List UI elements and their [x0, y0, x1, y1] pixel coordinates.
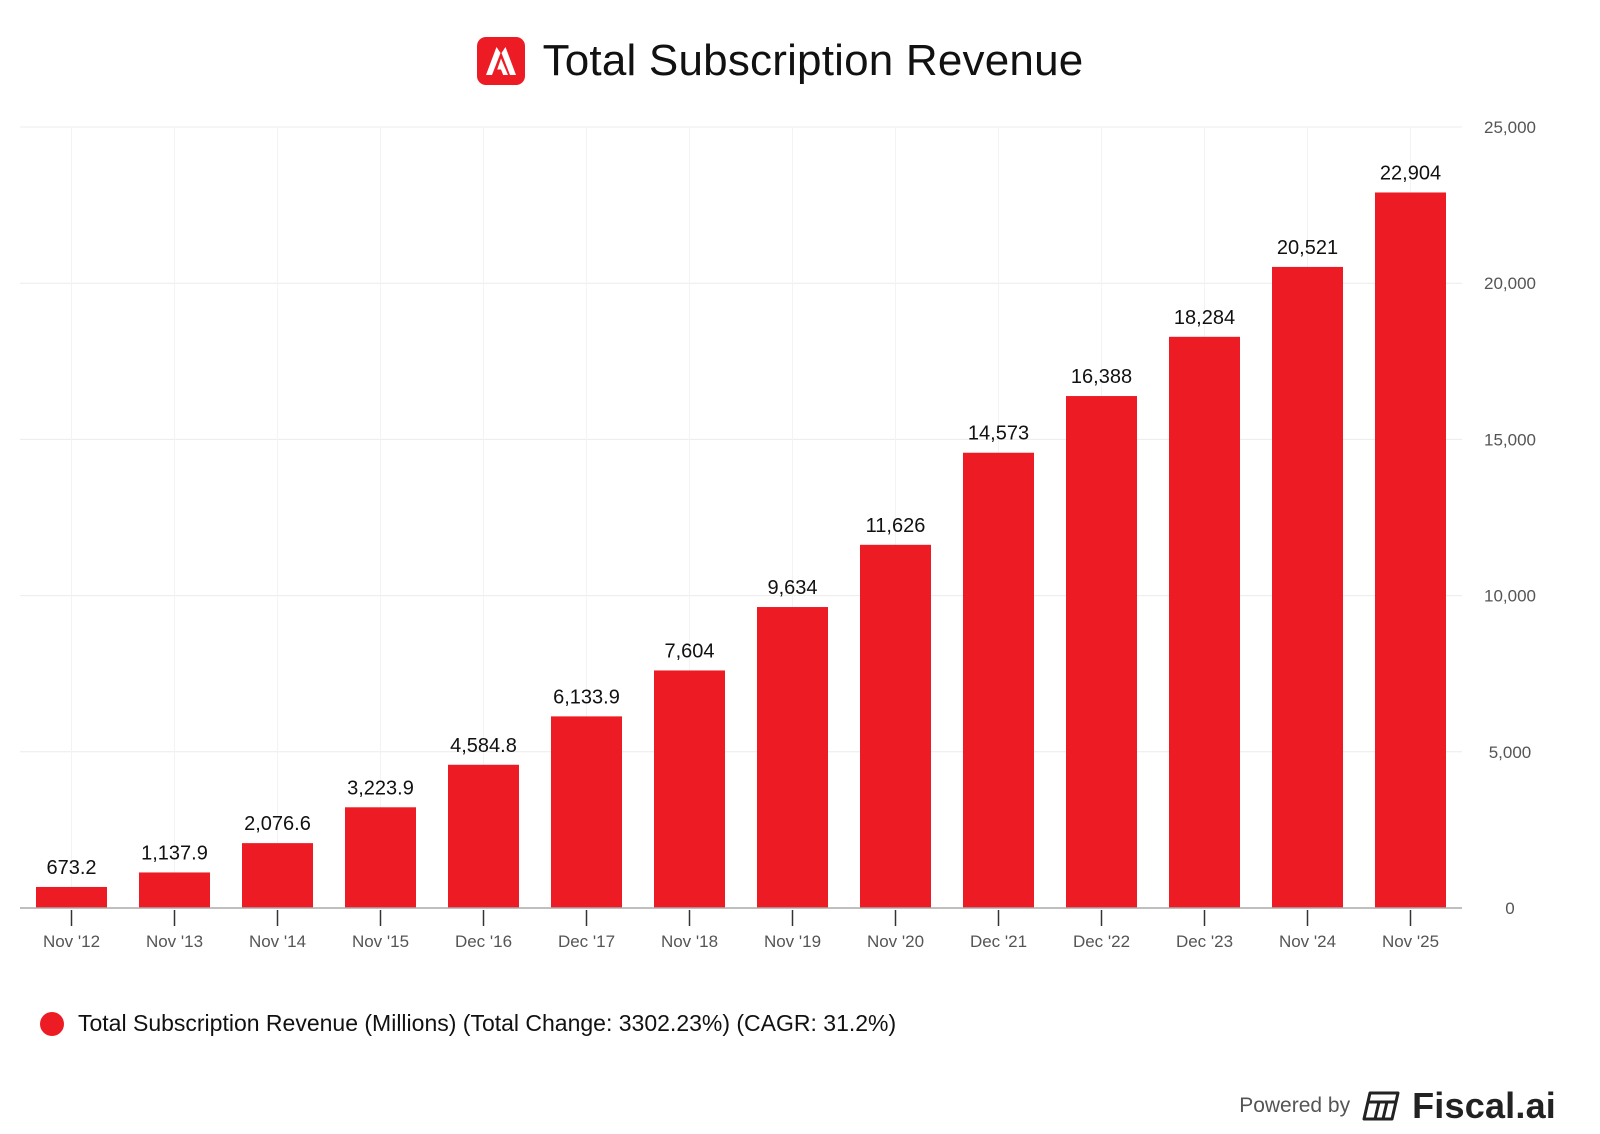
chart-header: Total Subscription Revenue — [0, 28, 1560, 94]
bar[interactable] — [654, 670, 725, 908]
powered-by-footer[interactable]: Powered by Fiscal.ai — [1239, 1085, 1556, 1127]
y-tick-label: 25,000 — [1484, 118, 1536, 137]
bar-value-label: 6,133.9 — [553, 686, 620, 708]
bar-value-label: 673.2 — [46, 857, 96, 879]
bar-value-label: 2,076.6 — [244, 813, 311, 835]
bar[interactable] — [139, 872, 210, 908]
bar-value-label: 16,388 — [1071, 366, 1132, 388]
bar[interactable] — [1169, 336, 1240, 908]
bar[interactable] — [345, 807, 416, 908]
x-tick-label: Nov '14 — [249, 932, 306, 951]
bar-value-label: 20,521 — [1277, 237, 1338, 259]
bar[interactable] — [1066, 396, 1137, 908]
bar[interactable] — [36, 886, 107, 908]
bar[interactable] — [448, 764, 519, 908]
y-tick-label: 15,000 — [1484, 430, 1536, 449]
fiscal-logo-icon — [1362, 1090, 1400, 1122]
bar-value-label: 7,604 — [664, 640, 714, 662]
x-tick-label: Nov '12 — [43, 932, 100, 951]
x-tick-label: Nov '24 — [1279, 932, 1336, 951]
adobe-logo-icon — [476, 37, 525, 85]
bar[interactable] — [860, 544, 931, 908]
x-tick-label: Dec '21 — [970, 932, 1027, 951]
bar-value-label: 22,904 — [1380, 162, 1441, 184]
legend-label[interactable]: Total Subscription Revenue (Millions) (T… — [78, 1010, 897, 1036]
x-tick-label: Nov '19 — [764, 932, 821, 951]
bar-value-label: 14,573 — [968, 423, 1029, 445]
x-tick-label: Nov '20 — [867, 932, 924, 951]
y-tick-label: 5,000 — [1489, 743, 1532, 762]
y-tick-label: 20,000 — [1484, 274, 1536, 293]
bar[interactable] — [1272, 266, 1343, 908]
bar-value-label: 9,634 — [767, 577, 817, 599]
bar[interactable] — [551, 716, 622, 908]
legend: Total Subscription Revenue (Millions) (T… — [40, 1010, 896, 1037]
bars: 673.2 1,137.9 2,076.6 3,223.9 4,584.8 6,133.9… — [36, 162, 1446, 909]
bar[interactable] — [757, 607, 828, 908]
x-tick-label: Dec '16 — [455, 932, 512, 951]
brand-name: Fiscal.ai — [1412, 1085, 1556, 1126]
x-tick-label: Nov '13 — [146, 932, 203, 951]
bar-chart: 673.2 1,137.9 2,076.6 3,223.9 4,584.8 6,133.9… — [20, 118, 1536, 951]
bar[interactable] — [1375, 192, 1446, 909]
bar-value-label: 3,223.9 — [347, 777, 414, 799]
x-tick-label: Dec '22 — [1073, 932, 1130, 951]
y-tick-label: 0 — [1505, 899, 1514, 918]
legend-marker[interactable] — [40, 1011, 64, 1036]
grid-lines — [20, 126, 1462, 908]
bar[interactable] — [963, 452, 1034, 908]
bar-value-label: 4,584.8 — [450, 735, 517, 757]
chart-title: Total Subscription Revenue — [542, 36, 1084, 85]
bar[interactable] — [242, 843, 313, 908]
bar-value-label: 11,626 — [866, 515, 926, 537]
x-tick-label: Nov '25 — [1382, 932, 1439, 951]
x-tick-label: Dec '23 — [1176, 932, 1233, 951]
y-tick-label: 10,000 — [1484, 587, 1536, 606]
bar-value-label: 1,137.9 — [141, 842, 208, 864]
bar-value-label: 18,284 — [1174, 307, 1235, 329]
x-tick-label: Dec '17 — [558, 932, 615, 951]
x-tick-label: Nov '18 — [661, 932, 718, 951]
x-tick-label: Nov '15 — [352, 932, 409, 951]
axes: 0 5,000 10,000 15,000 20,000 25,000 Nov '12 Nov… — [20, 118, 1536, 951]
adobe-logo-glyph — [485, 47, 516, 75]
powered-by-text: Powered by — [1239, 1094, 1351, 1117]
